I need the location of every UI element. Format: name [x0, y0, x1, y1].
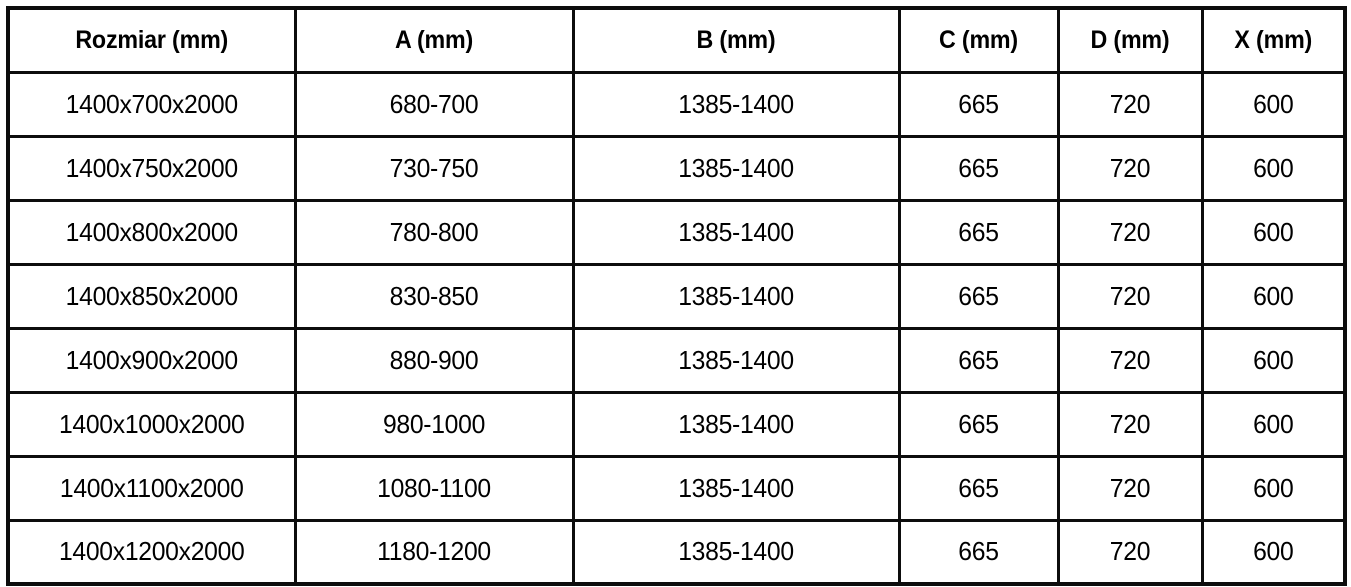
- column-header-d: D (mm): [1061, 6, 1199, 74]
- spec-table-container: Rozmiar (mm) A (mm) B (mm) C (mm) D (mm)…: [6, 6, 1347, 586]
- table-row: 1400x800x2000 780-800 1385-1400 665 720 …: [8, 198, 1345, 266]
- table-row: 1400x750x2000 730-750 1385-1400 665 720 …: [8, 134, 1345, 202]
- column-header-rozmiar: Rozmiar (mm): [16, 6, 287, 74]
- cell-rozmiar: 1400x750x2000: [13, 134, 290, 202]
- cell-c: 665: [901, 518, 1056, 586]
- dimensions-table: Rozmiar (mm) A (mm) B (mm) C (mm) D (mm)…: [6, 6, 1347, 586]
- cell-x: 600: [1204, 454, 1343, 522]
- cell-b: 1385-1400: [579, 262, 893, 330]
- cell-d: 720: [1060, 198, 1200, 266]
- cell-c: 665: [901, 70, 1056, 138]
- cell-a: 730-750: [300, 134, 568, 202]
- cell-a: 1180-1200: [300, 518, 568, 586]
- cell-rozmiar: 1400x1000x2000: [13, 390, 290, 458]
- cell-a: 1080-1100: [300, 454, 568, 522]
- column-header-x: X (mm): [1205, 6, 1342, 74]
- cell-b: 1385-1400: [579, 390, 893, 458]
- table-row: 1400x1200x2000 1180-1200 1385-1400 665 7…: [8, 518, 1345, 586]
- table-row: 1400x1000x2000 980-1000 1385-1400 665 72…: [8, 390, 1345, 458]
- cell-x: 600: [1204, 70, 1343, 138]
- cell-a: 680-700: [300, 70, 568, 138]
- cell-b: 1385-1400: [579, 134, 893, 202]
- cell-rozmiar: 1400x1100x2000: [13, 454, 290, 522]
- cell-rozmiar: 1400x1200x2000: [13, 518, 290, 586]
- cell-d: 720: [1060, 262, 1200, 330]
- cell-x: 600: [1204, 518, 1343, 586]
- cell-d: 720: [1060, 454, 1200, 522]
- cell-rozmiar: 1400x800x2000: [13, 198, 290, 266]
- cell-x: 600: [1204, 262, 1343, 330]
- cell-x: 600: [1204, 390, 1343, 458]
- cell-b: 1385-1400: [579, 454, 893, 522]
- column-header-c: C (mm): [903, 6, 1054, 74]
- table-row: 1400x700x2000 680-700 1385-1400 665 720 …: [8, 70, 1345, 138]
- table-header: Rozmiar (mm) A (mm) B (mm) C (mm) D (mm)…: [8, 6, 1345, 74]
- table-body: 1400x700x2000 680-700 1385-1400 665 720 …: [8, 70, 1345, 586]
- cell-d: 720: [1060, 390, 1200, 458]
- cell-c: 665: [901, 262, 1056, 330]
- table-row: 1400x1100x2000 1080-1100 1385-1400 665 7…: [8, 454, 1345, 522]
- cell-c: 665: [901, 198, 1056, 266]
- cell-d: 720: [1060, 134, 1200, 202]
- cell-c: 665: [901, 326, 1056, 394]
- cell-rozmiar: 1400x850x2000: [13, 262, 290, 330]
- table-header-row: Rozmiar (mm) A (mm) B (mm) C (mm) D (mm)…: [8, 6, 1345, 74]
- cell-x: 600: [1204, 326, 1343, 394]
- cell-a: 980-1000: [300, 390, 568, 458]
- table-row: 1400x850x2000 830-850 1385-1400 665 720 …: [8, 262, 1345, 330]
- cell-d: 720: [1060, 70, 1200, 138]
- cell-rozmiar: 1400x700x2000: [13, 70, 290, 138]
- cell-c: 665: [901, 454, 1056, 522]
- table-row: 1400x900x2000 880-900 1385-1400 665 720 …: [8, 326, 1345, 394]
- column-header-a: A (mm): [303, 6, 565, 74]
- cell-rozmiar: 1400x900x2000: [13, 326, 290, 394]
- cell-b: 1385-1400: [579, 70, 893, 138]
- column-header-b: B (mm): [583, 6, 889, 74]
- cell-a: 780-800: [300, 198, 568, 266]
- cell-b: 1385-1400: [579, 198, 893, 266]
- cell-a: 830-850: [300, 262, 568, 330]
- cell-c: 665: [901, 134, 1056, 202]
- cell-c: 665: [901, 390, 1056, 458]
- cell-d: 720: [1060, 326, 1200, 394]
- cell-a: 880-900: [300, 326, 568, 394]
- cell-x: 600: [1204, 198, 1343, 266]
- cell-d: 720: [1060, 518, 1200, 586]
- cell-b: 1385-1400: [579, 326, 893, 394]
- cell-b: 1385-1400: [579, 518, 893, 586]
- cell-x: 600: [1204, 134, 1343, 202]
